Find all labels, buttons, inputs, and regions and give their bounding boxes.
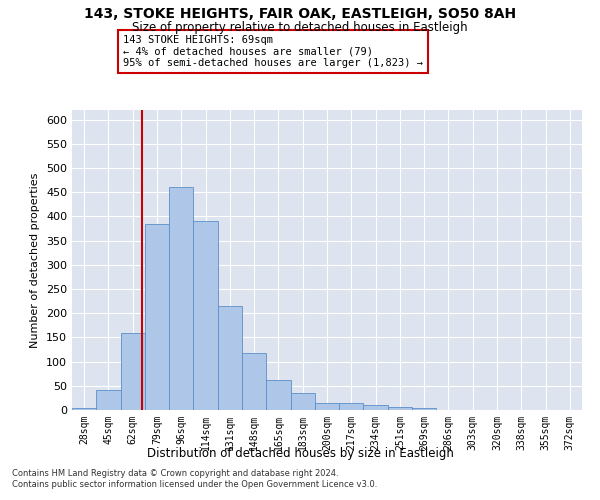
Bar — [364, 405, 388, 410]
Text: 143 STOKE HEIGHTS: 69sqm
← 4% of detached houses are smaller (79)
95% of semi-de: 143 STOKE HEIGHTS: 69sqm ← 4% of detache… — [123, 35, 423, 68]
Y-axis label: Number of detached properties: Number of detached properties — [31, 172, 40, 348]
Text: Size of property relative to detached houses in Eastleigh: Size of property relative to detached ho… — [132, 21, 468, 34]
Bar — [72, 408, 96, 410]
Bar — [339, 403, 364, 410]
Text: 143, STOKE HEIGHTS, FAIR OAK, EASTLEIGH, SO50 8AH: 143, STOKE HEIGHTS, FAIR OAK, EASTLEIGH,… — [84, 8, 516, 22]
Bar — [315, 403, 339, 410]
Text: Contains HM Land Registry data © Crown copyright and database right 2024.: Contains HM Land Registry data © Crown c… — [12, 468, 338, 477]
Bar — [145, 224, 169, 410]
Bar — [169, 188, 193, 410]
Bar — [290, 393, 315, 410]
Bar — [193, 222, 218, 410]
Text: Distribution of detached houses by size in Eastleigh: Distribution of detached houses by size … — [146, 448, 454, 460]
Bar — [121, 332, 145, 410]
Text: Contains public sector information licensed under the Open Government Licence v3: Contains public sector information licen… — [12, 480, 377, 489]
Bar — [388, 407, 412, 410]
Bar — [242, 353, 266, 410]
Bar — [266, 380, 290, 410]
Bar — [218, 306, 242, 410]
Bar — [96, 390, 121, 410]
Bar — [412, 408, 436, 410]
